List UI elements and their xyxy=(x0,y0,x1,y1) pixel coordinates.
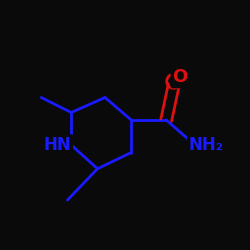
Text: O: O xyxy=(172,68,188,86)
Text: NH₂: NH₂ xyxy=(189,136,224,154)
Text: HN: HN xyxy=(44,136,72,154)
